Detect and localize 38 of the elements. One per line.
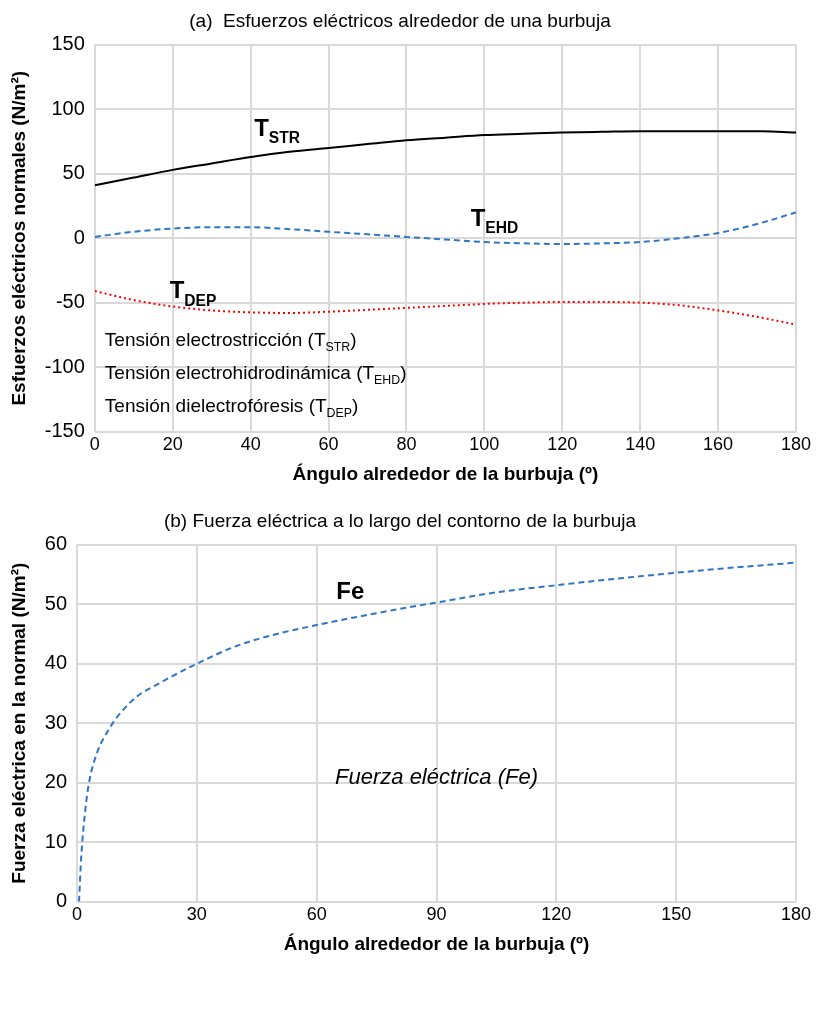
y-tick-label: 40 <box>44 651 68 674</box>
x-tick-label: 90 <box>426 904 447 925</box>
y-tick-label: -150 <box>44 419 85 442</box>
y-tick-label: -50 <box>55 290 85 313</box>
x-axis-title: Ángulo alrededor de la burbuja (º) <box>292 462 599 484</box>
x-tick-label: 120 <box>547 434 578 455</box>
x-tick-label: 180 <box>780 434 812 455</box>
x-tick-label: 180 <box>780 904 812 925</box>
x-tick-label: 150 <box>661 904 692 925</box>
y-tick-label: 10 <box>44 829 68 852</box>
y-tick-label: 0 <box>73 225 85 248</box>
y-tick-label: 150 <box>51 32 85 55</box>
x-tick-label: 20 <box>162 434 183 455</box>
x-axis-title: Ángulo alrededor de la burbuja (º) <box>283 932 590 954</box>
x-tick-label: 140 <box>625 434 656 455</box>
line-series <box>94 211 796 245</box>
chart-title: (a) Esfuerzos eléctricos alrededor de una burbuja <box>189 9 612 31</box>
x-tick-label: 100 <box>469 434 500 455</box>
annotation: Fuerza eléctrica (Fe) <box>335 763 539 789</box>
chart-title: (b) Fuerza eléctrica a lo largo del contorno de la burbuja <box>163 509 637 531</box>
x-tick-label: 30 <box>186 904 207 925</box>
x-tick-label: 120 <box>541 904 572 925</box>
series-label: Fe <box>336 577 365 605</box>
y-tick-label: 50 <box>62 161 85 184</box>
y-tick-label: 100 <box>51 96 85 119</box>
y-axis-title: Esfuerzos eléctricos normales (N/m²) <box>7 70 29 406</box>
y-tick-label: -100 <box>44 354 85 377</box>
x-tick-label: 40 <box>240 434 261 455</box>
y-axis-title: Fuerza eléctrica en la normal (N/m²) <box>7 562 29 884</box>
y-tick-label: 20 <box>44 770 68 793</box>
y-tick-label: 60 <box>44 532 68 555</box>
y-tick-label: 50 <box>44 591 68 614</box>
y-tick-label: 30 <box>44 710 68 733</box>
x-tick-label: 0 <box>89 434 100 455</box>
x-tick-label: 80 <box>396 434 417 455</box>
x-tick-label: 60 <box>306 904 327 925</box>
x-tick-label: 60 <box>318 434 339 455</box>
x-tick-label: 160 <box>703 434 734 455</box>
